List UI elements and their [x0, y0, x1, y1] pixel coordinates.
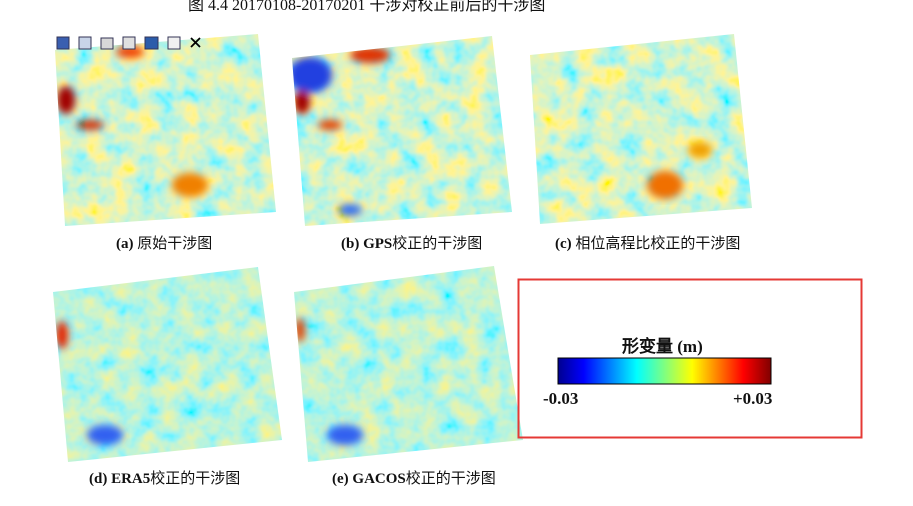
interferogram-c	[530, 34, 752, 224]
caption-label: (a)	[116, 236, 134, 252]
close-button[interactable]	[190, 37, 201, 48]
interferogram-d	[53, 267, 282, 462]
caption-b: (b) GPS校正的干涉图	[341, 232, 482, 253]
legend-min: -0.03	[543, 389, 579, 408]
export-button[interactable]	[122, 36, 136, 50]
caption-text: 校正的干涉图	[392, 236, 483, 252]
caption-text: 校正的干涉图	[405, 471, 496, 487]
caption-text: 相位高程比校正的干涉图	[575, 236, 741, 252]
legend-max: +0.03	[733, 389, 773, 408]
legend-box	[517, 278, 863, 439]
caption-text: 校正的干涉图	[150, 471, 241, 487]
caption-text: 原始干涉图	[137, 236, 213, 252]
caption-c: (c) 相位高程比校正的干涉图	[555, 232, 740, 253]
caption-label: (c)	[555, 236, 572, 252]
caption-label: (d) ERA5	[89, 471, 151, 487]
caption-d: (d) ERA5校正的干涉图	[89, 467, 240, 488]
caption-e: (e) GACOS校正的干涉图	[332, 467, 496, 488]
caption-label: (e) GACOS	[332, 471, 406, 487]
toolbar	[56, 36, 201, 50]
interferogram-b	[292, 36, 512, 226]
caption-label: (b) GPS	[341, 236, 393, 252]
legend-title: 形变量 (m)	[622, 337, 703, 356]
figure-title: 图 4.4 20170108-20170201 干涉对校正前后的干涉图	[188, 0, 546, 14]
caption-a: (a) 原始干涉图	[116, 232, 212, 253]
interferogram-e	[294, 266, 523, 462]
copy-button[interactable]	[78, 36, 92, 50]
word-button[interactable]	[144, 36, 159, 50]
interferogram-a	[55, 34, 276, 226]
colorbar	[557, 357, 772, 385]
save-button[interactable]	[56, 36, 70, 50]
edit-button[interactable]	[167, 36, 181, 50]
print-button[interactable]	[100, 37, 114, 50]
